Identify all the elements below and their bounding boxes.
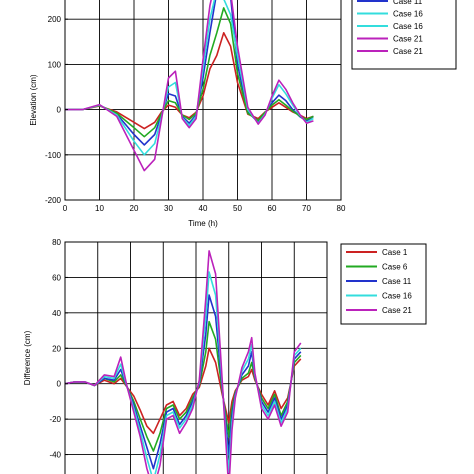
y-tick-label: 100 (48, 60, 62, 69)
x-tick-label: 50 (233, 204, 242, 213)
series-line-1 (65, 31, 314, 130)
legend-box (351, 0, 457, 70)
x-tick-label: 10 (95, 204, 104, 213)
y-tick-label: -200 (45, 196, 62, 205)
series-line-1 (65, 347, 302, 435)
x-tick-label: 30 (164, 204, 173, 213)
series-line-2 (65, 320, 302, 452)
legend-label: Case 1 (382, 248, 408, 257)
legend-label: Case 21 (393, 35, 423, 44)
legend-label: Case 16 (393, 22, 423, 31)
x-axis-label: Time (h) (188, 219, 218, 228)
y-tick-label: 60 (52, 273, 61, 282)
series-line-5 (65, 0, 314, 172)
series-line-5 (65, 250, 302, 474)
plot-frame (64, 241, 328, 474)
y-tick-label: 200 (48, 15, 62, 24)
y-tick-label: 20 (52, 344, 61, 353)
legend-label: Case 21 (393, 47, 423, 56)
y-tick-label: 80 (52, 238, 61, 247)
y-tick-label: -100 (45, 151, 62, 160)
plot-area (65, 250, 302, 474)
x-tick-label: 80 (337, 204, 346, 213)
legend-label: Case 21 (382, 306, 412, 315)
legend-label: Case 16 (382, 292, 412, 301)
series-line-4 (65, 0, 314, 156)
y-axis-label: Elevation (cm) (29, 74, 38, 125)
series-line-2 (65, 0, 314, 146)
legend-label: Case 11 (393, 0, 423, 6)
legend-label: Case 16 (393, 10, 423, 19)
chart-1: -200 -100 0 100 200 0 10 20 30 40 50 60 70 80 Time (h)… (29, 0, 457, 228)
y-tick-label: 40 (52, 309, 61, 318)
y-axis-label: Difference (cm) (23, 330, 32, 385)
plot-frame (64, 0, 342, 201)
series-line-4 (65, 271, 302, 474)
y-tick-label: 0 (57, 380, 62, 389)
y-tick-label: 0 (57, 106, 62, 115)
legend-label: Case 11 (382, 277, 412, 286)
x-tick-label: 60 (268, 204, 277, 213)
series-line-3 (65, 294, 302, 470)
x-tick-label: 40 (199, 204, 208, 213)
legend-label: Case 6 (382, 263, 408, 272)
chart-2: -40 -20 0 20 40 60 80 Difference (cm) Case 1 Case… (23, 238, 427, 474)
x-tick-label: 20 (130, 204, 139, 213)
plot-area (65, 0, 314, 172)
x-tick-label: 70 (302, 204, 311, 213)
y-tick-label: -20 (49, 415, 61, 424)
x-tick-label: 0 (63, 204, 68, 213)
y-tick-label: -40 (49, 451, 61, 460)
series-line-3 (65, 7, 314, 138)
